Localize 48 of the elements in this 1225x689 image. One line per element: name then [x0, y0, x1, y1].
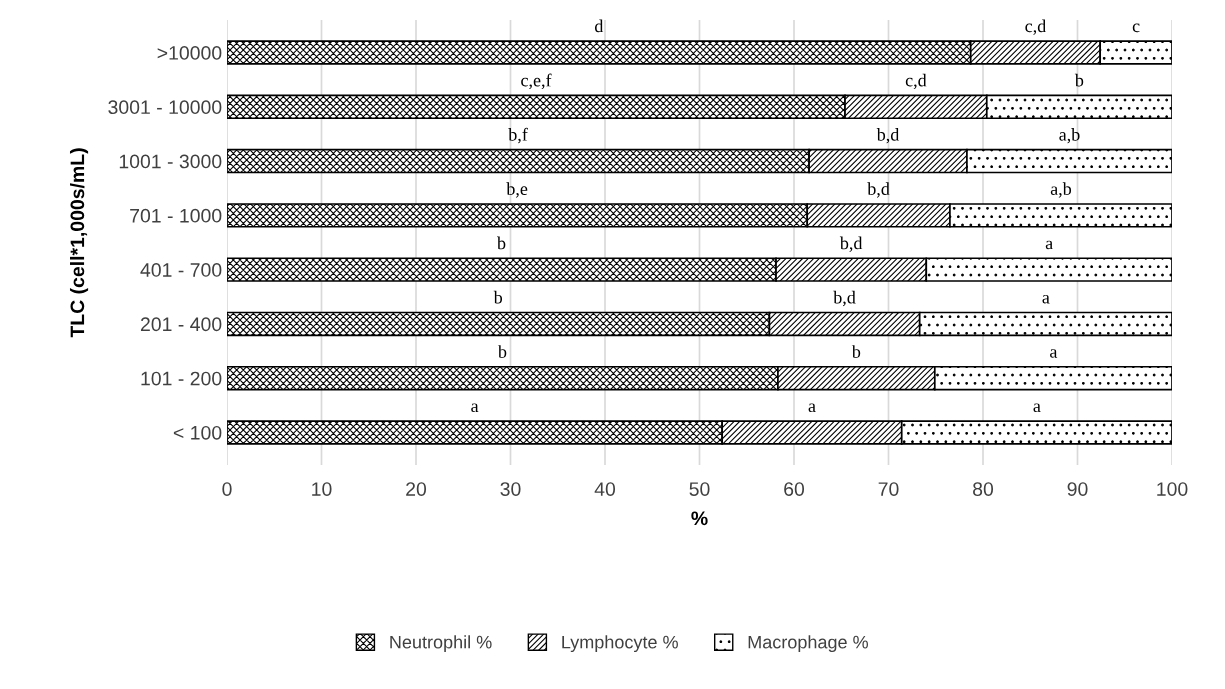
x-tick-label: 30: [500, 482, 521, 496]
annotation: d: [595, 19, 604, 33]
annotation: a: [1033, 403, 1041, 413]
annotation: a: [471, 403, 479, 413]
x-tick-label: 90: [1067, 482, 1088, 496]
annotation: a: [1050, 349, 1058, 358]
y-tick-label: >10000: [157, 46, 222, 60]
annotation: b,f: [508, 127, 528, 144]
annotation: a,b: [1059, 128, 1080, 144]
y-tick-label: 101 - 200: [141, 371, 222, 386]
y-tick-label: 701 - 1000: [130, 208, 222, 223]
annotation: a,b: [1050, 182, 1072, 198]
annotation: c,e,f: [521, 73, 552, 90]
annotation: b,d: [839, 236, 863, 252]
x-tick-label: 50: [689, 482, 710, 496]
legend-label: Macrophage %: [748, 635, 868, 653]
legend-label: Neutrophil %: [390, 635, 492, 653]
legend-label: Lymphocyte %: [562, 635, 678, 653]
annotation: b,d: [833, 290, 856, 307]
x-tick-label: 10: [312, 482, 332, 496]
annotation: b: [1074, 73, 1084, 87]
annotation: b,e: [506, 182, 528, 198]
x-tick-label: 70: [878, 482, 899, 496]
x-tick-label: 20: [406, 482, 427, 496]
x-tick-label: 80: [973, 482, 994, 496]
annotation: a: [808, 403, 816, 413]
annotation: c: [1132, 23, 1140, 33]
y-tick-label: 401 - 700: [140, 263, 222, 277]
x-axis-title: %: [691, 511, 708, 526]
annotation: a: [1045, 240, 1053, 250]
x-tick-label: 60: [784, 482, 805, 496]
x-tick-label: 0: [222, 482, 232, 496]
y-tick-label: 1001 - 3000: [119, 154, 222, 169]
annotation: b: [497, 345, 507, 358]
y-tick-label: 201 - 400: [140, 317, 222, 332]
annotation: c,d: [905, 73, 927, 90]
annotation: b: [851, 345, 861, 358]
annotation: c,d: [1025, 19, 1046, 35]
annotation: b,d: [867, 182, 890, 198]
x-tick-label: 100: [1157, 482, 1188, 496]
annotation: a: [1042, 294, 1050, 304]
x-tick-label: 40: [594, 482, 616, 496]
y-tick-label: 3001 - 10000: [108, 100, 222, 115]
y-tick-label: < 100: [173, 425, 222, 440]
y-axis-title: TLC (cell*1,000s/mL): [69, 148, 89, 338]
annotation: b: [497, 236, 506, 250]
annotation: b: [493, 290, 503, 304]
annotation: b,d: [876, 128, 900, 144]
